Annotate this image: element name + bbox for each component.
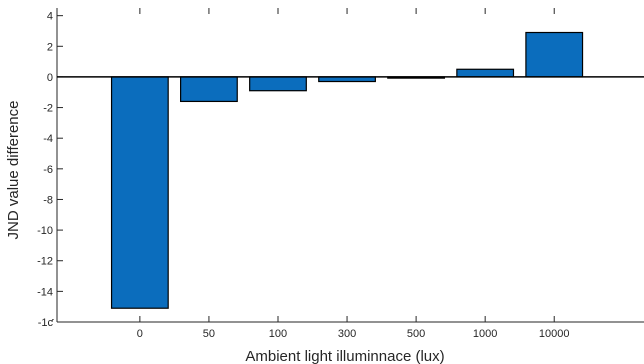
x-tick-label: 1000 xyxy=(473,328,497,340)
y-tick-label: -6 xyxy=(43,164,53,176)
ticks-layer xyxy=(57,8,555,323)
bar xyxy=(249,76,307,92)
y-tick-label: 2 xyxy=(47,41,53,53)
x-tick-label: 300 xyxy=(338,328,356,340)
bars-layer xyxy=(110,31,584,309)
y-tick-label: 4 xyxy=(47,11,53,23)
x-tick-label: 50 xyxy=(203,328,215,340)
x-tick-label: 100 xyxy=(269,328,287,340)
x-axis-title: Ambient light illuminnace (lux) xyxy=(245,348,444,364)
bar xyxy=(456,68,515,78)
y-tick-label: -2 xyxy=(43,103,53,115)
labels-layer: 4 2 0 -2 -4 -6 -8 -10 -12 -14 -1ƈ 0 50 100 300 500 1000 1… xyxy=(37,11,569,340)
y-tick-label: -4 xyxy=(43,133,53,145)
x-tick-label: 500 xyxy=(407,328,425,340)
y-tick-label: -12 xyxy=(37,256,53,268)
bar xyxy=(525,31,584,78)
y-axis-title: JND value difference xyxy=(5,101,22,240)
y-tick-label: -14 xyxy=(37,286,53,298)
y-tick-label: -10 xyxy=(37,225,53,237)
y-tick-label: 0 xyxy=(47,72,53,84)
x-tick-label: 0 xyxy=(137,328,143,340)
y-tick-label: -1ƈ xyxy=(38,317,55,329)
y-tick-label: -8 xyxy=(43,194,53,206)
bar xyxy=(110,76,169,309)
x-tick-label: 10000 xyxy=(539,328,570,340)
bar xyxy=(180,76,238,103)
